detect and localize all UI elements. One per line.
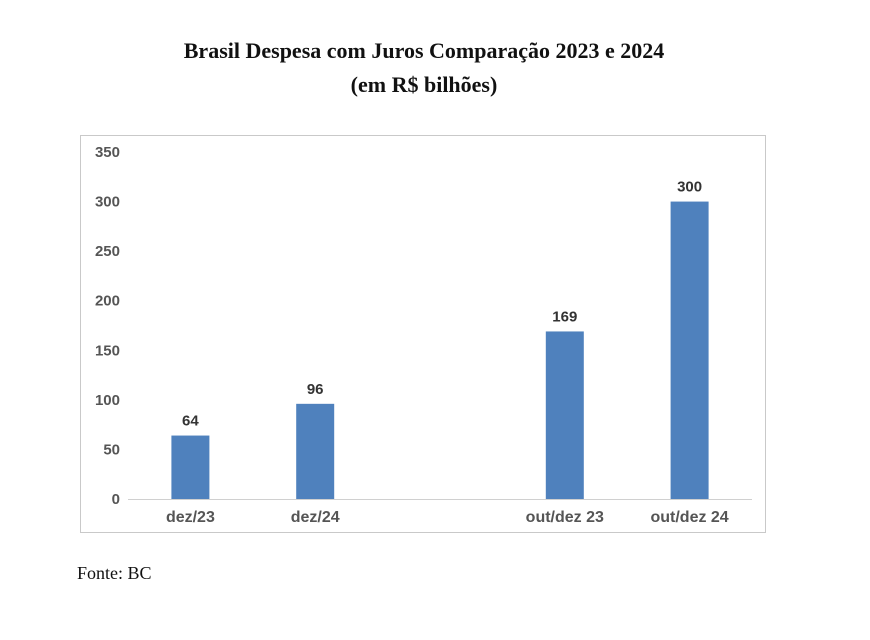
y-tick-label: 0 bbox=[112, 491, 120, 508]
bar bbox=[171, 435, 210, 499]
x-axis: dez/23 dez/24 out/dez 23 out/dez 24 bbox=[128, 499, 752, 526]
bar bbox=[670, 201, 709, 500]
x-category-label: dez/23 bbox=[166, 509, 215, 526]
y-tick-label: 250 bbox=[95, 243, 120, 260]
y-tick-label: 200 bbox=[95, 293, 120, 310]
y-axis: 0 50 100 150 200 250 300 350 bbox=[95, 144, 120, 508]
bars bbox=[171, 201, 709, 500]
data-label: 96 bbox=[307, 381, 324, 398]
bar bbox=[296, 403, 335, 499]
y-tick-label: 50 bbox=[103, 441, 120, 458]
x-category-label: dez/24 bbox=[291, 509, 340, 526]
y-tick-label: 100 bbox=[95, 392, 120, 409]
data-labels: 64 96 169 300 bbox=[182, 179, 702, 430]
chart-title: Brasil Despesa com Juros Comparação 2023… bbox=[183, 38, 665, 63]
y-tick-label: 300 bbox=[95, 194, 120, 211]
x-category-label: out/dez 24 bbox=[650, 509, 728, 526]
data-label: 169 bbox=[552, 308, 577, 325]
y-tick-label: 350 bbox=[95, 144, 120, 161]
bar bbox=[545, 331, 584, 499]
chart-subtitle: (em R$ bilhões) bbox=[350, 72, 498, 97]
data-label: 300 bbox=[677, 179, 702, 196]
x-category-label: out/dez 23 bbox=[526, 509, 604, 526]
data-label: 64 bbox=[182, 413, 199, 430]
y-tick-label: 150 bbox=[95, 342, 120, 359]
source-note: Fonte: BC bbox=[77, 563, 152, 583]
